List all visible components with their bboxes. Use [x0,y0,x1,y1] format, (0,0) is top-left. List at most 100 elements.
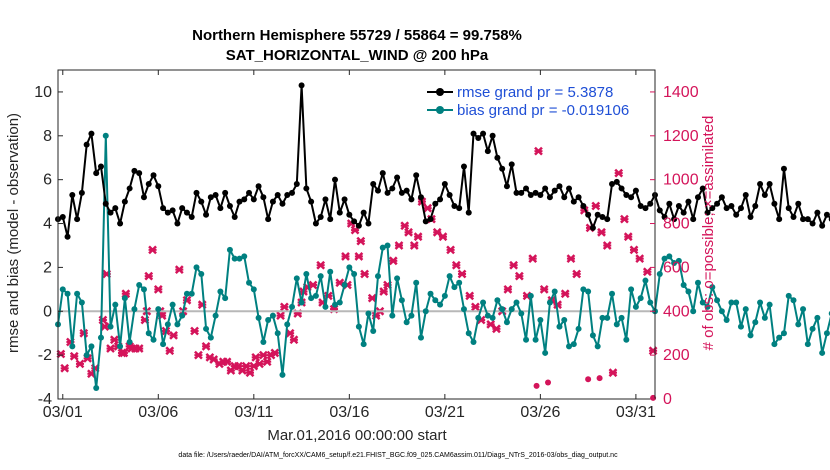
obs-assimilated-point [539,284,549,294]
rmse-point [260,194,267,201]
obs-assimilated-point [514,271,524,281]
obs-assimilated-point [354,252,364,261]
rmse-point [628,194,635,201]
bias-point [718,308,725,315]
rmse-point [580,202,587,209]
y-tick-left-label: -2 [38,347,52,364]
rmse-point [513,189,520,196]
plot-frame [57,69,656,400]
rmse-point [298,82,305,89]
rmse-point [804,216,811,223]
obs-assimilated-point [153,284,163,294]
bias-point [394,275,401,282]
rmse-point [308,198,315,205]
bias-point [374,273,381,280]
bias-point [279,371,286,378]
legend-rmse-marker [436,88,444,96]
y-tick-right-label: 1200 [663,128,699,145]
obs-assimilated-point [614,168,624,178]
bias-point [728,299,735,306]
bias-point [312,292,319,299]
bias-point [64,290,71,297]
obs-point [596,375,603,382]
y-tick-right-label: 200 [663,347,690,364]
rmse-point [226,202,233,209]
y-tick-left-label: 6 [43,172,52,189]
obs-assimilated-point [75,359,85,369]
rmse-point [145,181,152,188]
bias-point [83,352,90,359]
obs-assimilated-point [438,232,448,242]
rmse-point [284,192,291,199]
rmse-point [351,218,358,225]
rmse-point [609,181,616,188]
rmse-point [747,213,754,220]
rmse-point [64,233,71,240]
rmse-point [389,185,396,192]
rmse-point [312,220,319,227]
bias-point [389,312,396,319]
legend-rmse-label: rmse grand pr = 5.3878 [457,84,613,101]
bias-point [819,349,826,356]
y-tick-right-label: 1400 [663,84,699,101]
rmse-point [78,189,85,196]
bias-point [800,306,807,313]
bias-point [236,255,243,262]
bias-point [432,297,439,304]
bias-point [451,284,458,291]
bias-point [102,132,109,139]
bias-point [795,321,802,328]
obs-assimilated-point [289,335,299,345]
obs-assimilated-point [285,328,295,338]
rmse-point [432,200,439,207]
rmse-point [790,213,797,220]
obs-point [585,376,592,383]
obs-assimilated-point [379,287,389,296]
obs-assimilated-point [308,280,318,290]
bias-point [780,330,787,337]
bias-point [332,301,339,308]
rmse-point [355,222,362,229]
rmse-point [800,216,807,223]
rmse-point [174,220,181,227]
bias-point [150,336,157,343]
obs-assimilated-point [642,267,652,277]
rmse-point [704,209,711,216]
rmse-point [379,170,386,177]
rmse-point [398,189,405,196]
rmse-point [74,216,81,223]
rmse-point [269,198,276,205]
obs-assimilated-point [60,363,70,373]
rmse-point [188,213,195,220]
bias-point [422,308,429,315]
bias-point [742,306,749,313]
bias-point [699,299,706,306]
rmse-point [88,130,95,137]
bias-point [523,336,530,343]
bias-point [785,292,792,299]
bias-point [174,321,181,328]
rmse-point [460,163,467,170]
rmse-point [413,172,420,179]
rmse-point [637,202,644,209]
rmse-point [594,211,601,218]
rmse-point [566,185,573,192]
bias-point [537,317,544,324]
obs-assimilated-point [451,260,461,270]
bias-point [690,308,697,315]
obs-assimilated-point [388,256,398,266]
bias-point [303,270,310,277]
obs-assimilated-point [356,236,366,246]
obs-assimilated-point [69,351,79,361]
rmse-point [604,216,611,223]
bias-point [269,312,276,319]
rmse-point [456,205,463,212]
obs-assimilated-point [241,361,251,371]
bias-point [628,286,635,293]
rmse-point [126,185,133,192]
bias-point [284,321,291,328]
bias-point [246,279,253,286]
bias-point [255,314,262,321]
bias-point [561,317,568,324]
bias-point [508,306,515,313]
